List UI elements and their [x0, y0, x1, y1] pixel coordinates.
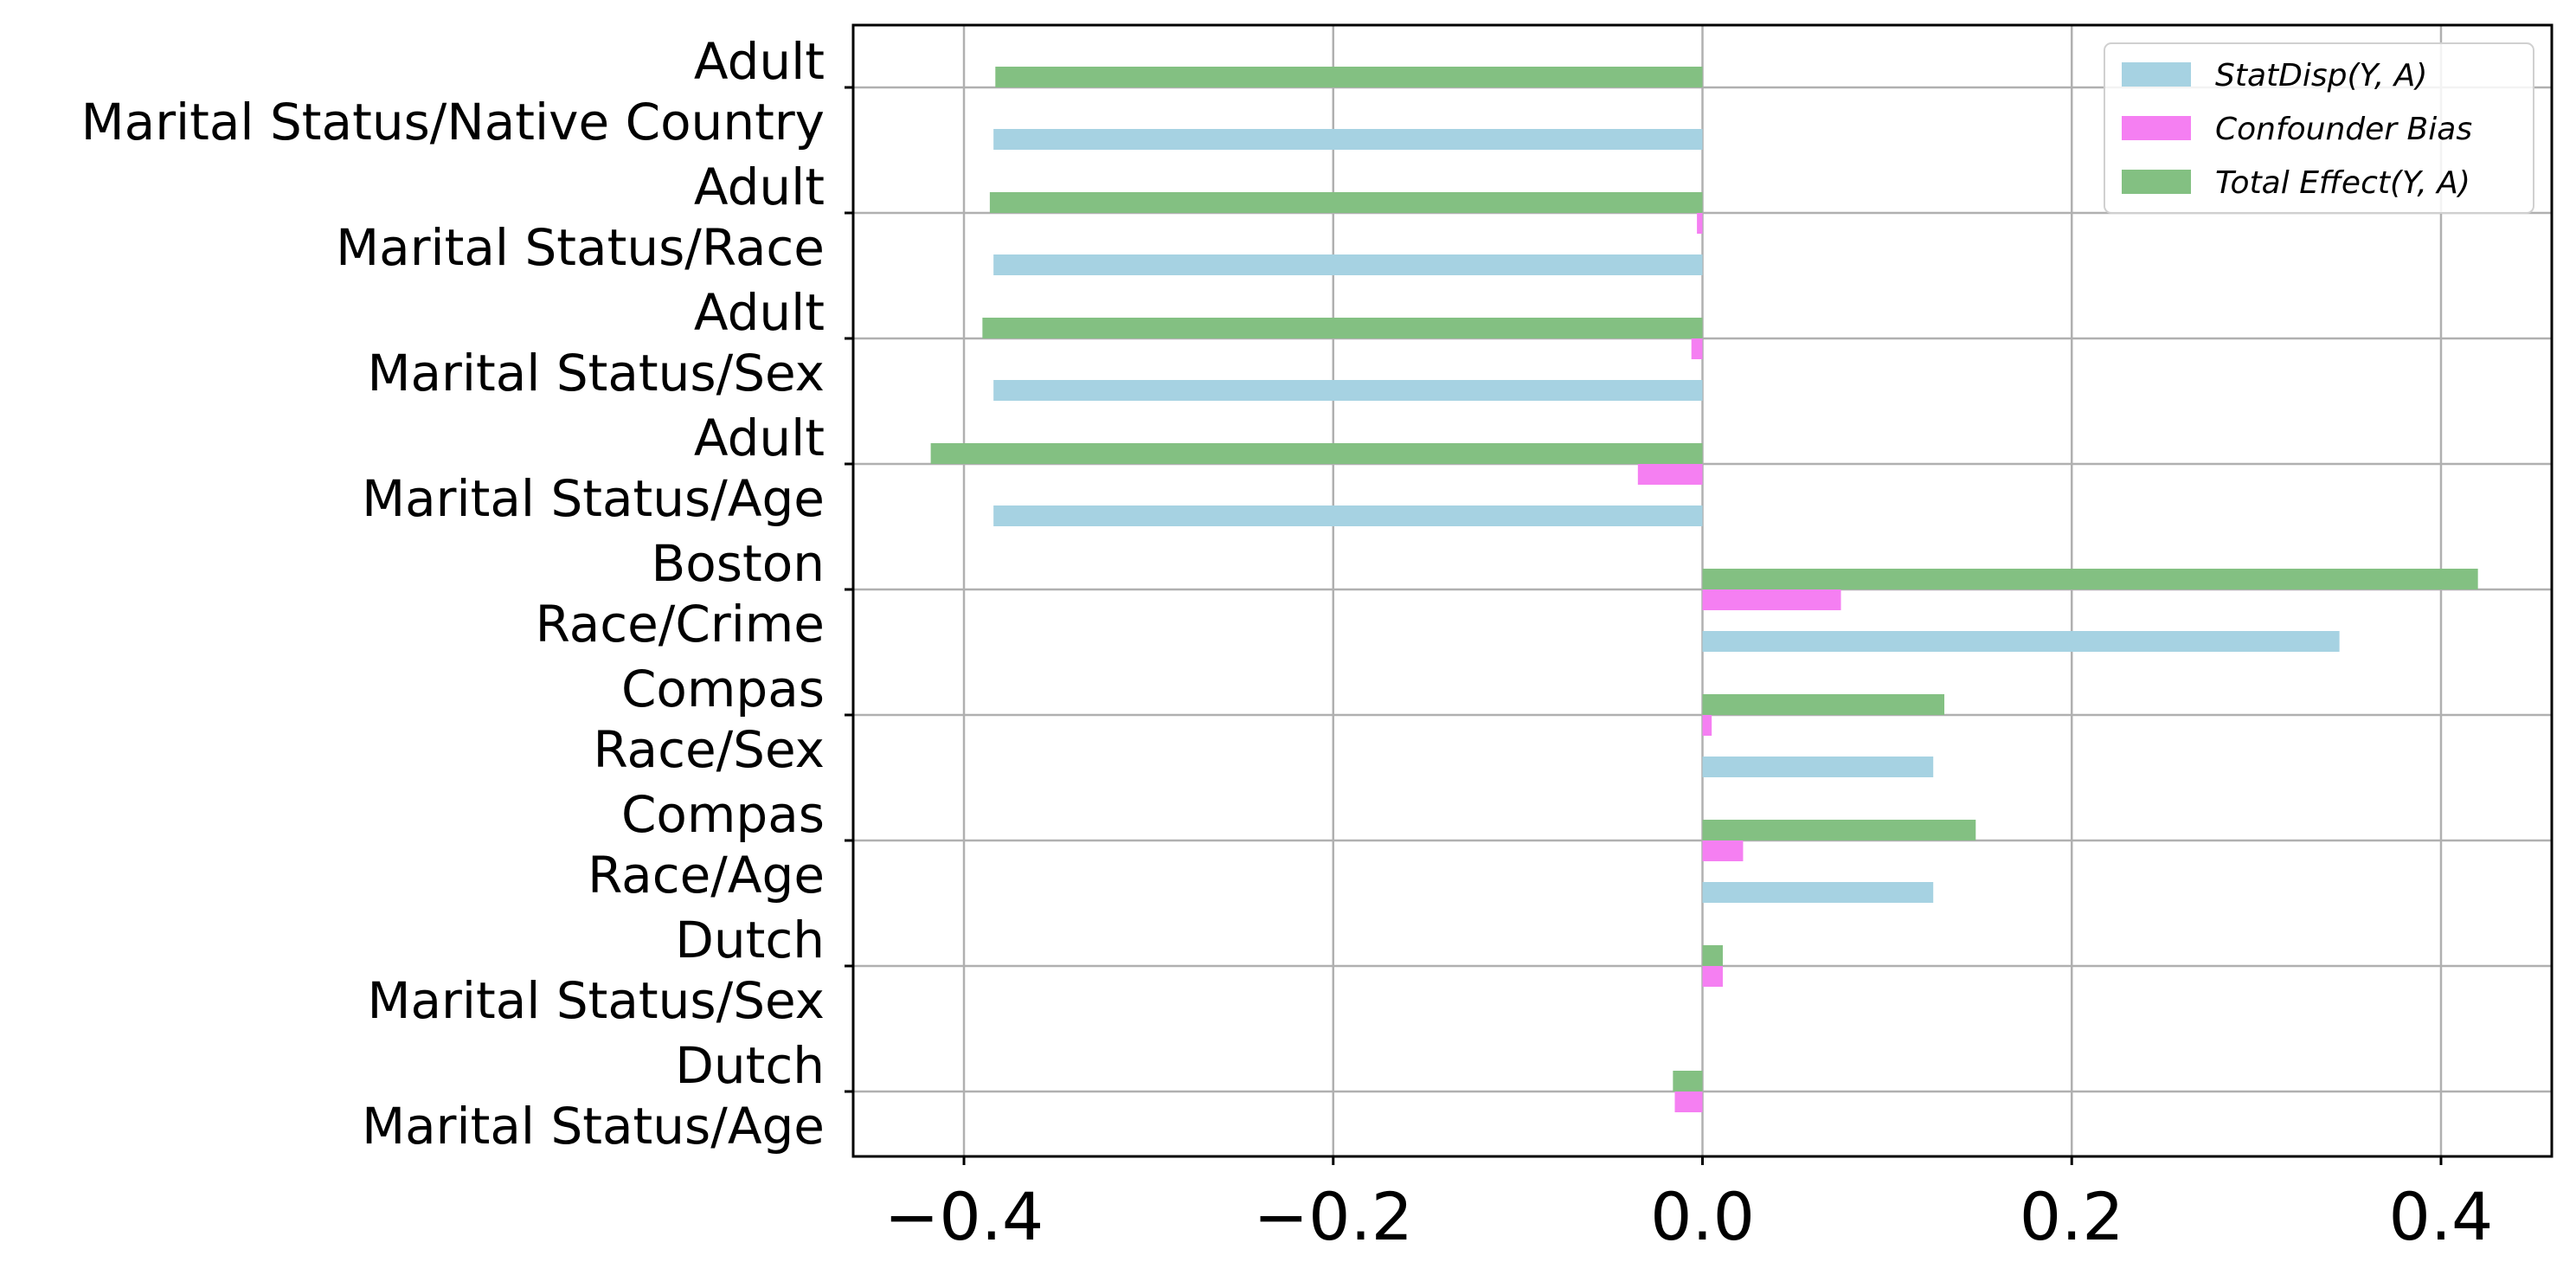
- y-tick-label-dataset: Dutch: [675, 911, 825, 969]
- bar-series-1-category-4: [1702, 589, 1841, 610]
- bar-series-1-category-2: [1691, 338, 1703, 359]
- y-tick-label-dataset: Compas: [621, 660, 825, 718]
- bar-series-0-category-6: [1702, 882, 1934, 903]
- y-tick-label-attributes: Marital Status/Age: [362, 469, 825, 528]
- bar-series-2-category-4: [1702, 569, 2478, 589]
- legend: StatDisp(Y, A) Confounder Bias Total Effec…: [2104, 42, 2534, 214]
- y-tick-label-dataset: Dutch: [675, 1036, 825, 1095]
- y-tick-label-dataset: Compas: [621, 785, 825, 844]
- y-tick-label-dataset: Adult: [694, 158, 825, 216]
- bar-series-2-category-2: [982, 318, 1703, 338]
- y-tick-label-attributes: Marital Status/Native Country: [81, 93, 825, 151]
- legend-label: Confounder Bias: [2215, 112, 2472, 147]
- legend-swatch: [2122, 116, 2191, 140]
- x-tick-label: 0.4: [2389, 1178, 2494, 1255]
- y-tick-label-attributes: Marital Status/Sex: [367, 344, 825, 402]
- legend-box: [2104, 42, 2534, 214]
- x-tick-label: −0.2: [1253, 1178, 1413, 1255]
- bar-series-0-category-5: [1702, 757, 1934, 777]
- y-tick-label-attributes: Race/Crime: [536, 595, 825, 654]
- bar-series-0-category-0: [993, 129, 1703, 150]
- bar-series-2-category-0: [995, 67, 1703, 87]
- y-tick-label-attributes: Marital Status/Age: [362, 1097, 825, 1156]
- y-tick-label-attributes: Marital Status/Race: [336, 218, 825, 277]
- y-tick-label-dataset: Adult: [694, 283, 825, 342]
- bar-series-0-category-3: [993, 505, 1703, 526]
- x-tick-label: −0.4: [884, 1178, 1044, 1255]
- bar-series-0-category-2: [993, 380, 1703, 401]
- x-tick-labels: −0.4 −0.2 0.0 0.2 0.4: [884, 1156, 2494, 1255]
- bar-series-2-category-8: [1673, 1071, 1703, 1091]
- x-tick-label: 0.2: [2020, 1178, 2124, 1255]
- bars: [930, 67, 2478, 1112]
- y-tick-label-attributes: Race/Sex: [594, 720, 825, 779]
- legend-label: Total Effect(Y, A): [2215, 165, 2470, 201]
- bar-series-0-category-4: [1702, 631, 2340, 652]
- bar-series-1-category-7: [1702, 966, 1723, 987]
- bar-series-1-category-3: [1637, 464, 1703, 485]
- bar-series-2-category-1: [989, 192, 1703, 213]
- y-tick-label-attributes: Race/Age: [588, 846, 825, 905]
- bar-series-1-category-6: [1702, 840, 1744, 861]
- bar-series-2-category-6: [1702, 820, 1976, 840]
- legend-label: StatDisp(Y, A): [2215, 58, 2427, 93]
- y-tick-label-dataset: Boston: [652, 534, 825, 593]
- x-tick-label: 0.0: [1650, 1178, 1755, 1255]
- bar-series-2-category-3: [930, 443, 1703, 464]
- y-tick-label-dataset: Adult: [694, 32, 825, 91]
- bar-series-1-category-8: [1674, 1091, 1703, 1112]
- legend-swatch: [2122, 170, 2191, 194]
- legend-swatch: [2122, 62, 2191, 87]
- bar-series-2-category-7: [1702, 945, 1723, 966]
- y-tick-label-attributes: Marital Status/Sex: [367, 971, 825, 1030]
- bar-series-2-category-5: [1702, 694, 1945, 715]
- bar-series-0-category-1: [993, 254, 1703, 275]
- bar-series-1-category-1: [1697, 213, 1703, 234]
- y-tick-label-dataset: Adult: [694, 409, 825, 467]
- bar-series-1-category-5: [1702, 715, 1712, 736]
